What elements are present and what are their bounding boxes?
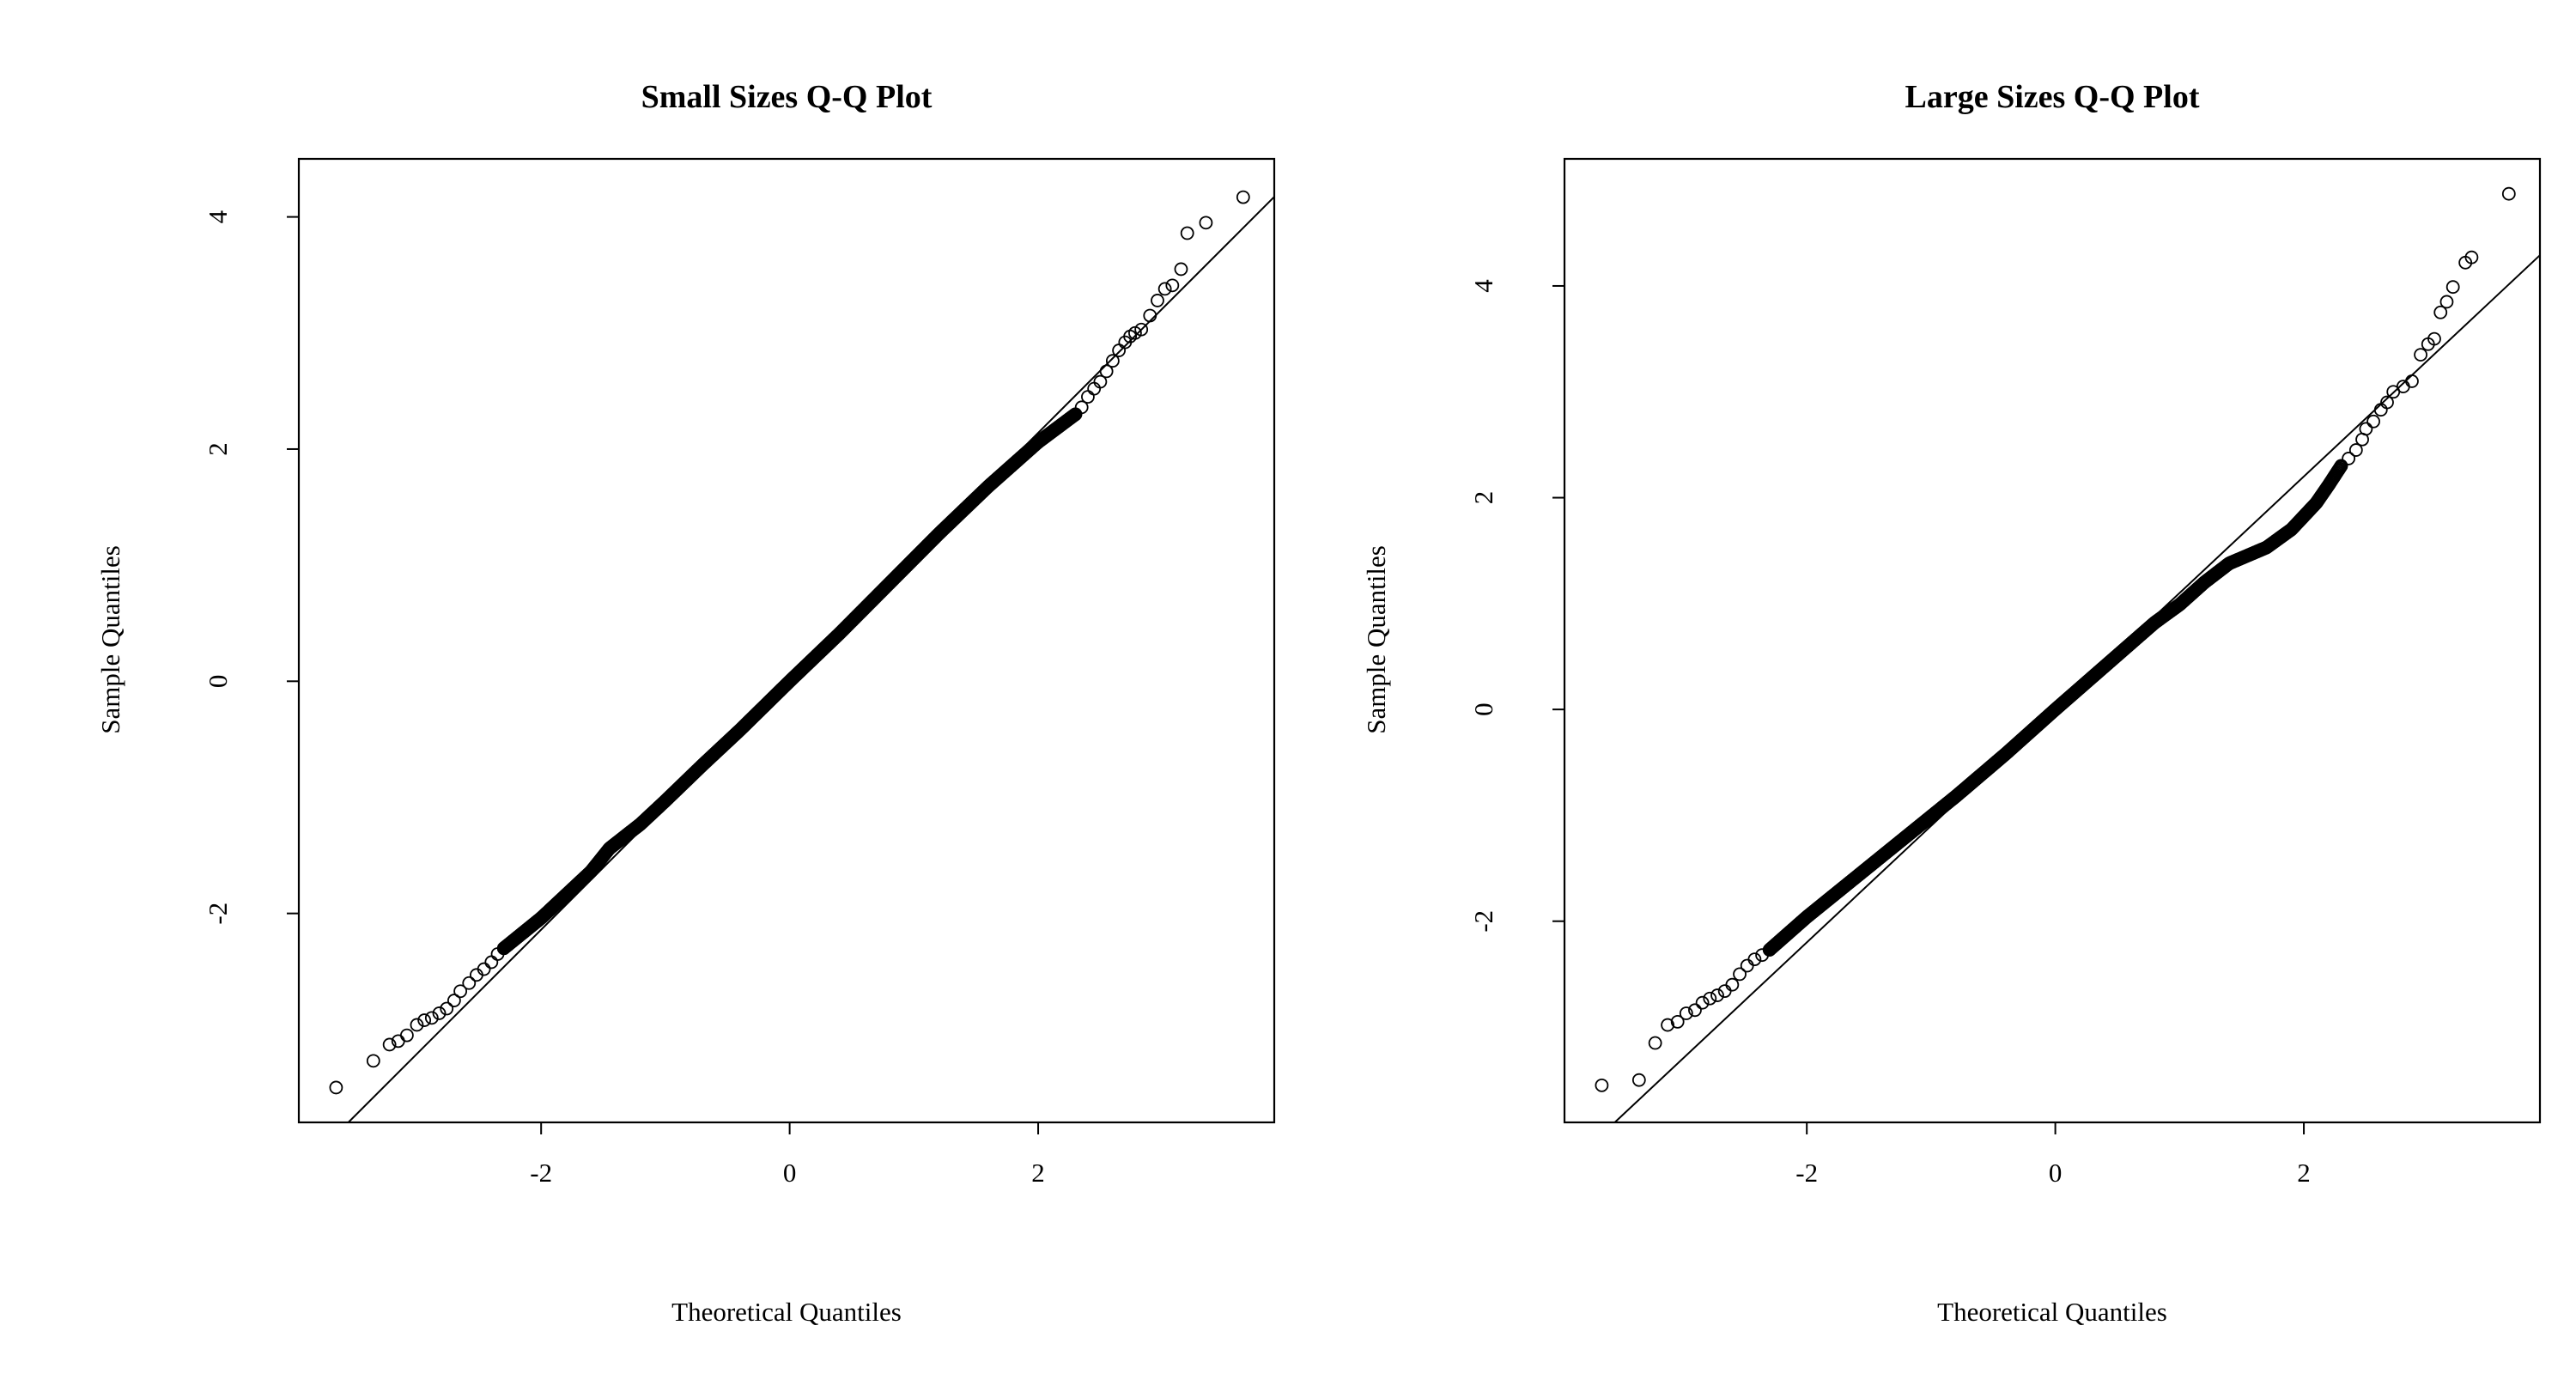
x-axis-label: Theoretical Quantiles <box>671 1297 902 1327</box>
reference-line-layer <box>347 196 1275 1123</box>
y-tick-label: 2 <box>1468 491 1498 505</box>
data-point <box>399 1028 414 1043</box>
data-point <box>477 962 491 976</box>
data-point <box>2464 250 2479 264</box>
data-point <box>1105 354 1120 368</box>
data-point <box>1733 967 1747 982</box>
x-tick-label: 0 <box>2049 1158 2063 1188</box>
data-point <box>1595 1078 1609 1092</box>
data-point <box>2414 348 2427 362</box>
data-point <box>329 1080 343 1095</box>
data-point <box>2405 374 2419 388</box>
plot-frame <box>1563 157 2542 1124</box>
x-axis-ticks: -2 0 2 <box>1795 1122 2311 1188</box>
y-tick-label: 0 <box>203 675 233 689</box>
data-point <box>496 941 511 956</box>
qq-reference-line <box>1613 254 2541 1123</box>
y-axis-ticks: -2 0 2 4 <box>203 210 299 925</box>
data-point <box>1112 344 1127 357</box>
x-tick-label: -2 <box>530 1158 552 1188</box>
x-axis-ticks: -2 0 2 <box>530 1122 1045 1188</box>
data-point <box>1236 190 1250 204</box>
points-layer <box>329 190 1250 1095</box>
data-point <box>366 1054 380 1068</box>
data-point <box>1143 308 1157 323</box>
data-point <box>1648 1036 1662 1050</box>
chart-title: Small Sizes Q-Q Plot <box>641 79 933 115</box>
data-point <box>2342 452 2356 465</box>
data-point <box>453 984 468 999</box>
data-point <box>1695 995 1710 1010</box>
data-point <box>1081 390 1095 404</box>
x-tick-label: -2 <box>1795 1158 1818 1188</box>
x-tick-label: 0 <box>783 1158 797 1188</box>
data-point <box>2348 443 2363 457</box>
chart-small-sizes: Small Sizes Q-Q Plot -2 0 2 -2 0 2 4 Theoreti… <box>95 79 1276 1327</box>
data-point <box>1074 400 1089 415</box>
data-point <box>1093 374 1108 389</box>
data-point <box>1710 988 1724 1002</box>
data-point <box>440 1001 454 1016</box>
data-point <box>1740 958 1754 973</box>
data-point <box>1174 262 1188 277</box>
data-point <box>1180 226 1194 240</box>
data-point <box>382 1037 397 1052</box>
data-point <box>1747 952 1762 967</box>
data-point <box>2366 414 2380 429</box>
data-point <box>2380 395 2394 410</box>
data-point <box>2439 295 2454 309</box>
data-point <box>2501 186 2516 201</box>
data-point <box>2359 422 2373 436</box>
x-tick-label: 2 <box>1031 1158 1045 1188</box>
data-point <box>2334 459 2348 473</box>
data-point <box>1661 1018 1675 1032</box>
data-point <box>1199 216 1213 230</box>
y-tick-label: 0 <box>1468 702 1498 716</box>
y-axis-label: Sample Quantiles <box>1361 545 1391 734</box>
data-point <box>1762 943 1777 957</box>
chart-large-sizes: Large Sizes Q-Q Plot -2 0 2 -2 0 2 4 Theoreti… <box>1361 79 2542 1327</box>
data-point <box>1670 1014 1685 1029</box>
data-point <box>1087 381 1102 396</box>
y-axis-label: Sample Quantiles <box>95 545 125 734</box>
y-tick-label: 2 <box>203 442 233 456</box>
data-point <box>2433 305 2448 319</box>
data-point <box>1165 278 1180 293</box>
data-point <box>1688 1003 1702 1018</box>
y-axis-ticks: -2 0 2 4 <box>1468 279 1564 933</box>
y-tick-label: -2 <box>203 903 233 925</box>
data-point <box>1703 991 1717 1006</box>
data-point <box>1679 1006 1693 1020</box>
y-tick-label: 4 <box>203 210 233 223</box>
data-point <box>1134 322 1149 337</box>
data-point <box>410 1018 424 1032</box>
qq-reference-line <box>347 196 1275 1123</box>
data-point <box>1631 1073 1646 1087</box>
data-point <box>432 1006 447 1020</box>
data-point <box>424 1011 439 1025</box>
x-tick-label: 2 <box>2297 1158 2311 1188</box>
data-point <box>462 976 477 990</box>
data-point <box>417 1013 432 1027</box>
chart-title: Large Sizes Q-Q Plot <box>1905 79 2200 115</box>
data-point <box>2427 331 2441 346</box>
data-point <box>2445 280 2460 295</box>
data-point <box>1157 282 1172 296</box>
y-tick-label: 4 <box>1468 279 1498 293</box>
data-point <box>1725 977 1740 992</box>
data-point <box>484 955 499 970</box>
data-point <box>2373 403 2388 417</box>
points-layer <box>1595 186 2516 1092</box>
x-axis-label: Theoretical Quantiles <box>1937 1297 2167 1327</box>
data-point <box>447 994 461 1007</box>
plot-frame <box>297 157 1276 1124</box>
reference-line-layer <box>1613 254 2541 1123</box>
data-point <box>1151 294 1164 307</box>
y-tick-label: -2 <box>1468 910 1498 933</box>
